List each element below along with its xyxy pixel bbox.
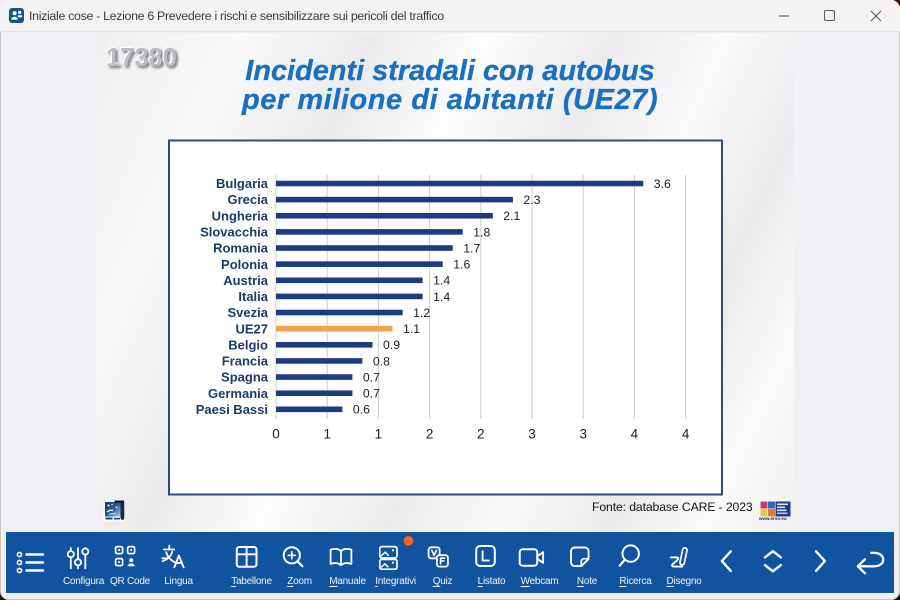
svg-text:0.7: 0.7 [363, 387, 380, 401]
svg-text:Ungheria: Ungheria [212, 208, 269, 223]
svg-text:Austria: Austria [223, 273, 269, 288]
svg-text:Belgio: Belgio [228, 337, 268, 352]
svg-text:1.4: 1.4 [433, 274, 450, 288]
svg-text:0.8: 0.8 [373, 354, 390, 368]
svg-text:1.8: 1.8 [473, 225, 490, 239]
svg-text:0.6: 0.6 [353, 403, 370, 417]
svg-text:0: 0 [272, 427, 280, 442]
svg-text:Svezia: Svezia [228, 305, 269, 320]
svg-text:2: 2 [477, 427, 485, 442]
svg-text:Paesi Bassi: Paesi Bassi [196, 402, 268, 417]
svg-text:3: 3 [579, 427, 587, 442]
svg-text:UE27: UE27 [235, 321, 268, 336]
svg-text:3: 3 [528, 427, 536, 442]
svg-text:2.1: 2.1 [503, 209, 520, 223]
svg-text:3.6: 3.6 [654, 177, 671, 191]
svg-text:4: 4 [631, 427, 639, 442]
svg-text:Slovacchia: Slovacchia [200, 224, 269, 239]
svg-text:1.6: 1.6 [453, 258, 470, 272]
svg-text:Germania: Germania [208, 386, 269, 401]
svg-text:Polonia: Polonia [221, 257, 269, 272]
svg-text:Grecia: Grecia [228, 192, 269, 207]
svg-text:1: 1 [375, 427, 383, 442]
svg-text:0.9: 0.9 [383, 338, 400, 352]
svg-text:4: 4 [682, 427, 690, 442]
svg-text:Bulgaria: Bulgaria [216, 176, 269, 191]
svg-text:Francia: Francia [222, 354, 269, 369]
svg-text:1: 1 [323, 427, 331, 442]
svg-text:Romania: Romania [213, 241, 269, 256]
svg-text:1.2: 1.2 [413, 306, 430, 320]
svg-text:1.4: 1.4 [433, 290, 450, 304]
svg-text:2: 2 [426, 427, 434, 442]
svg-text:0.7: 0.7 [363, 370, 380, 384]
svg-text:Spagna: Spagna [221, 370, 269, 385]
svg-text:2.3: 2.3 [523, 193, 540, 207]
svg-text:1.7: 1.7 [463, 241, 480, 255]
svg-text:1.1: 1.1 [403, 322, 420, 336]
svg-text:Italia: Italia [238, 289, 268, 304]
